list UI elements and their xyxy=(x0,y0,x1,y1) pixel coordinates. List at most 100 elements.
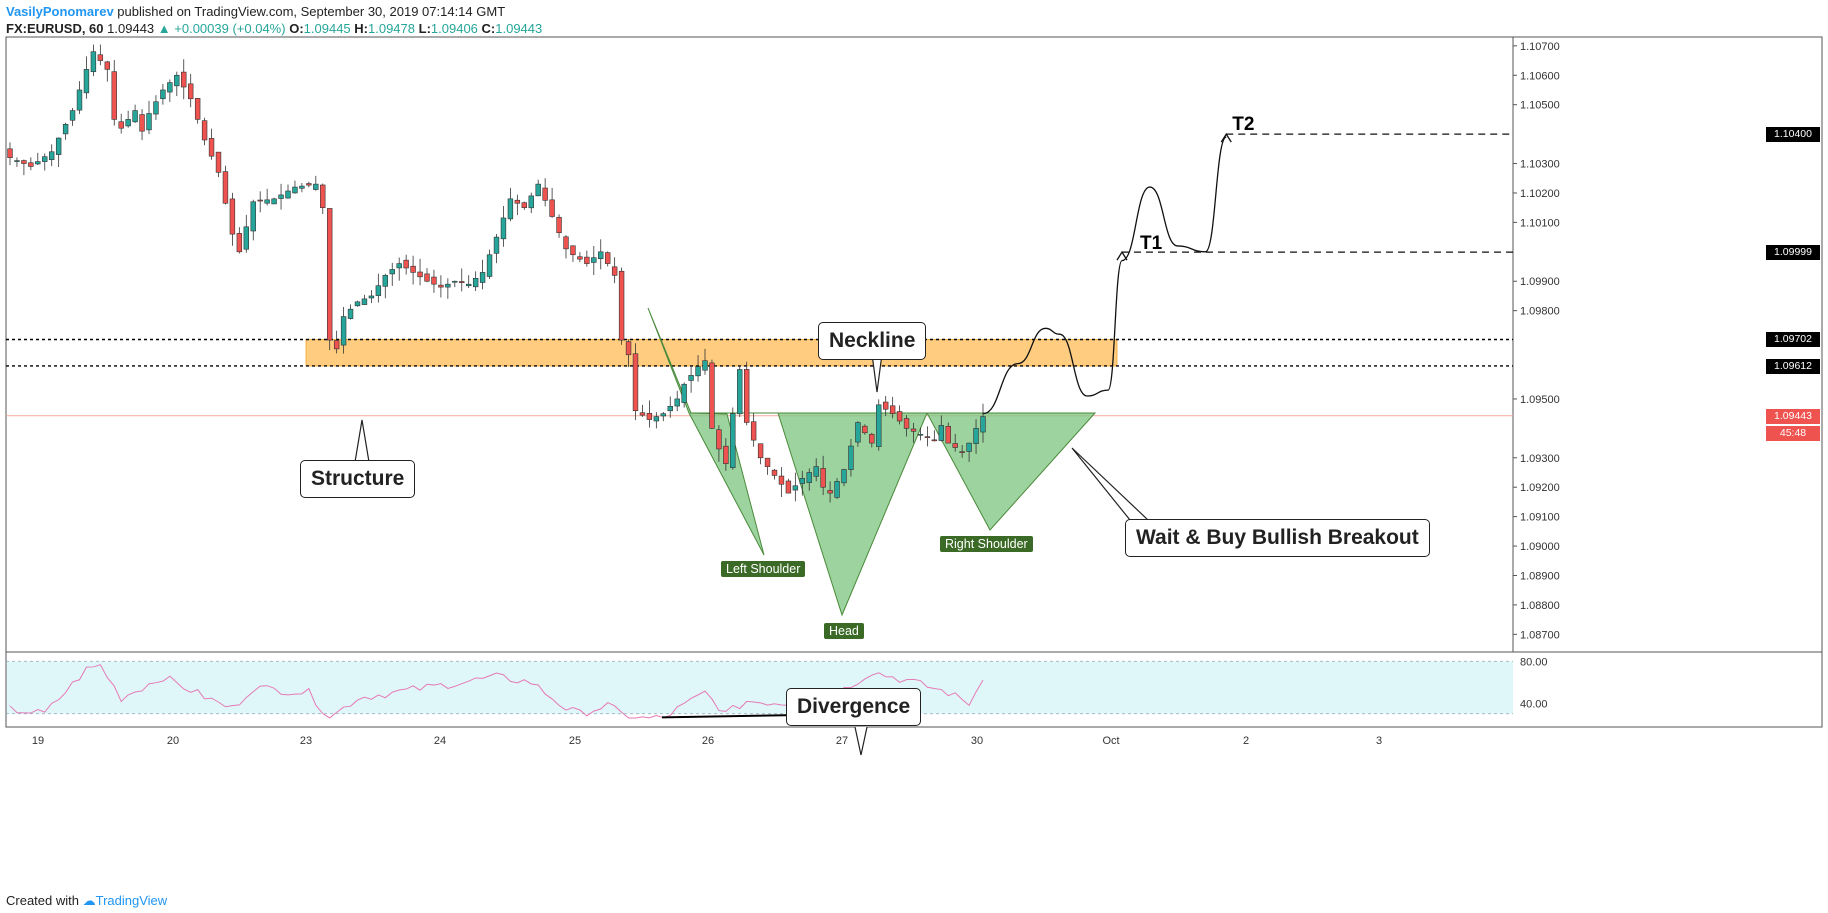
price-label-t2: 1.10400 xyxy=(1766,127,1820,143)
candle-body xyxy=(813,466,819,477)
candle-body xyxy=(743,369,750,423)
time-tick-label: 19 xyxy=(32,735,44,747)
candle-body xyxy=(535,183,541,197)
bar-countdown: 45:48 xyxy=(1766,425,1820,441)
candle-body xyxy=(737,369,743,415)
time-tick-label: Oct xyxy=(1102,735,1119,747)
candle-body xyxy=(764,457,771,467)
candle-body xyxy=(514,199,521,204)
candle-body xyxy=(778,475,785,485)
candle-body xyxy=(598,251,604,260)
candle-body xyxy=(771,469,778,476)
neckline-callout: Neckline xyxy=(818,322,927,360)
candle-body xyxy=(250,201,256,232)
candle-body xyxy=(118,121,124,129)
candle-body xyxy=(952,443,958,448)
candle-body xyxy=(354,301,361,307)
candle-body xyxy=(549,199,555,217)
time-tick-label: 3 xyxy=(1376,735,1382,747)
candle-body xyxy=(973,428,979,445)
price-tick-label: 1.08700 xyxy=(1520,629,1560,641)
candle-body xyxy=(222,171,229,204)
candle-body xyxy=(215,151,222,173)
candle-body xyxy=(757,443,764,459)
rsi-axis-tick: 80.00 xyxy=(1520,656,1548,668)
candle-body xyxy=(104,61,111,70)
candle-body xyxy=(410,265,416,273)
candle-body xyxy=(493,236,500,254)
candle-body xyxy=(361,298,368,305)
candle-body xyxy=(445,283,451,288)
candle-body xyxy=(326,208,333,341)
candle-body xyxy=(340,316,347,346)
candle-body xyxy=(862,425,868,434)
candle-body xyxy=(611,266,618,276)
candle-body xyxy=(882,401,889,410)
candle-body xyxy=(375,285,382,296)
candle-body xyxy=(855,422,861,443)
candle-body xyxy=(62,123,69,135)
candle-body xyxy=(278,194,284,199)
candle-body xyxy=(76,89,83,111)
candle-body xyxy=(299,185,305,189)
tradingview-link[interactable]: TradingView xyxy=(95,893,168,908)
candle-body xyxy=(792,485,799,491)
candle-body xyxy=(938,425,945,441)
candle-body xyxy=(799,478,806,484)
candle-body xyxy=(424,273,430,282)
candle-body xyxy=(431,276,437,285)
candle-body xyxy=(750,421,757,441)
candle-body xyxy=(903,418,910,429)
candle-body xyxy=(167,82,173,93)
high-value: 1.09478 xyxy=(368,21,415,36)
time-tick-label: 20 xyxy=(167,735,179,747)
candle-body xyxy=(806,472,812,483)
candle-body xyxy=(556,217,562,233)
price-label-last: 1.09443 xyxy=(1766,408,1820,424)
candle-body xyxy=(97,54,104,61)
candle-body xyxy=(333,340,340,350)
candle-body xyxy=(257,199,263,202)
time-tick-label: 30 xyxy=(971,735,983,747)
candle-body xyxy=(820,468,826,488)
candle-body xyxy=(910,428,917,432)
breakout-callout: Wait & Buy Bullish Breakout xyxy=(1125,519,1430,557)
candle-body xyxy=(646,412,653,420)
close-label: C: xyxy=(481,21,496,36)
price-tick-label: 1.10100 xyxy=(1520,217,1560,229)
time-tick-label: 24 xyxy=(434,735,446,747)
candle-body xyxy=(174,74,180,87)
candle-body xyxy=(146,113,152,131)
right-shoulder-label: Right Shoulder xyxy=(940,536,1033,552)
candle-body xyxy=(208,138,215,157)
tradingview-logo-icon: ☁ xyxy=(82,893,96,908)
time-tick-label: 23 xyxy=(300,735,312,747)
time-tick-label: 25 xyxy=(569,735,581,747)
candle-body xyxy=(785,480,792,494)
price-label-zone-bottom: 1.09612 xyxy=(1766,358,1820,374)
rsi-axis-tick: 40.00 xyxy=(1520,698,1548,710)
candle-body xyxy=(306,183,312,186)
candle-body xyxy=(896,411,903,422)
price-tick-label: 1.09300 xyxy=(1520,453,1560,465)
candle-body xyxy=(931,439,938,442)
left-shoulder-label: Left Shoulder xyxy=(721,561,806,577)
candle-body xyxy=(723,445,729,464)
candle-body xyxy=(688,375,694,381)
price-tick-label: 1.09500 xyxy=(1520,394,1560,406)
candle-body xyxy=(181,71,187,88)
author-link[interactable]: VasilyPonomarev xyxy=(6,4,114,19)
candle-body xyxy=(271,198,277,205)
symbol-name: FX:EURUSD, 60 xyxy=(6,21,104,36)
head-triangle-left xyxy=(690,412,928,617)
price-tick-label: 1.10200 xyxy=(1520,188,1560,200)
low-value: 1.09406 xyxy=(430,21,478,36)
candle-body xyxy=(959,451,965,453)
candle-body xyxy=(486,254,493,277)
close-value: 1.09443 xyxy=(495,21,543,36)
candle-body xyxy=(604,252,611,264)
price-tick-label: 1.10600 xyxy=(1520,70,1560,82)
candle-body xyxy=(507,198,514,220)
candle-body xyxy=(625,341,632,356)
